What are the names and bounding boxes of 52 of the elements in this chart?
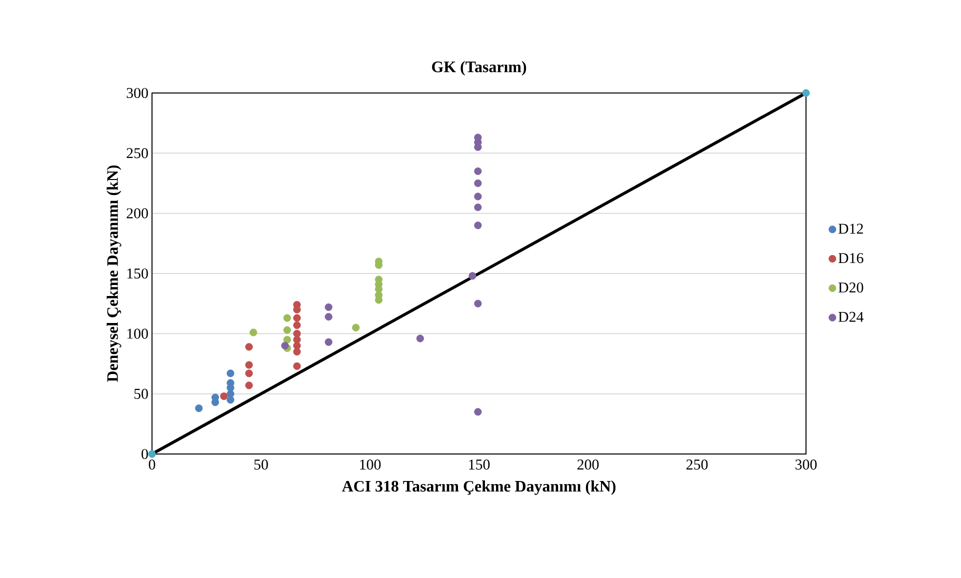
point [226, 370, 234, 378]
y-axis-title: Deneysel Çekme Dayanımı (kN) [106, 166, 122, 382]
point [474, 204, 482, 212]
point [293, 362, 301, 370]
point [245, 382, 253, 390]
legend-label: D20 [838, 282, 864, 293]
point [474, 179, 482, 188]
point [293, 321, 301, 330]
point [245, 361, 253, 369]
y-tick-label: 200 [126, 208, 148, 218]
x-tick-label: 100 [360, 460, 381, 470]
x-tick-label: 150 [469, 460, 490, 470]
x-tick-label: 50 [254, 460, 268, 470]
point [250, 328, 258, 336]
point [293, 314, 301, 322]
point [474, 192, 482, 200]
chart-title: GK (Tasarım) [432, 61, 526, 76]
point [474, 408, 482, 416]
point [324, 303, 332, 311]
point [283, 314, 291, 322]
point [245, 370, 253, 378]
y-tick-label: 50 [134, 388, 148, 399]
x-tick-label: 200 [577, 460, 599, 470]
legend-label: D16 [838, 253, 864, 264]
y-tick-label: 300 [126, 88, 148, 98]
point [195, 404, 203, 412]
point [148, 450, 156, 458]
point [293, 348, 301, 356]
x-tick-label: 250 [686, 460, 708, 470]
point [283, 326, 291, 334]
y-tick-label: 0 [142, 448, 148, 460]
point [245, 343, 253, 351]
point [802, 89, 810, 97]
x-tick-label: 0 [148, 460, 156, 470]
point [474, 222, 482, 230]
point [283, 336, 291, 344]
point [324, 338, 332, 346]
point [281, 342, 289, 350]
point [352, 324, 360, 332]
point [474, 300, 482, 308]
y-tick-label: 250 [126, 148, 148, 158]
point [416, 334, 424, 342]
point [468, 272, 476, 280]
x-axis-title: ACI 318 Tasarım Çekme Dayanımı (kN) [342, 480, 616, 495]
y-tick-label: 150 [127, 268, 148, 279]
y-tick-label: 100 [127, 328, 148, 339]
legend-label: D12 [838, 224, 863, 234]
point [324, 313, 332, 321]
legend-label: D24 [838, 312, 864, 322]
point [474, 167, 482, 176]
x-tick-label: 300 [796, 460, 817, 470]
point [220, 392, 228, 400]
